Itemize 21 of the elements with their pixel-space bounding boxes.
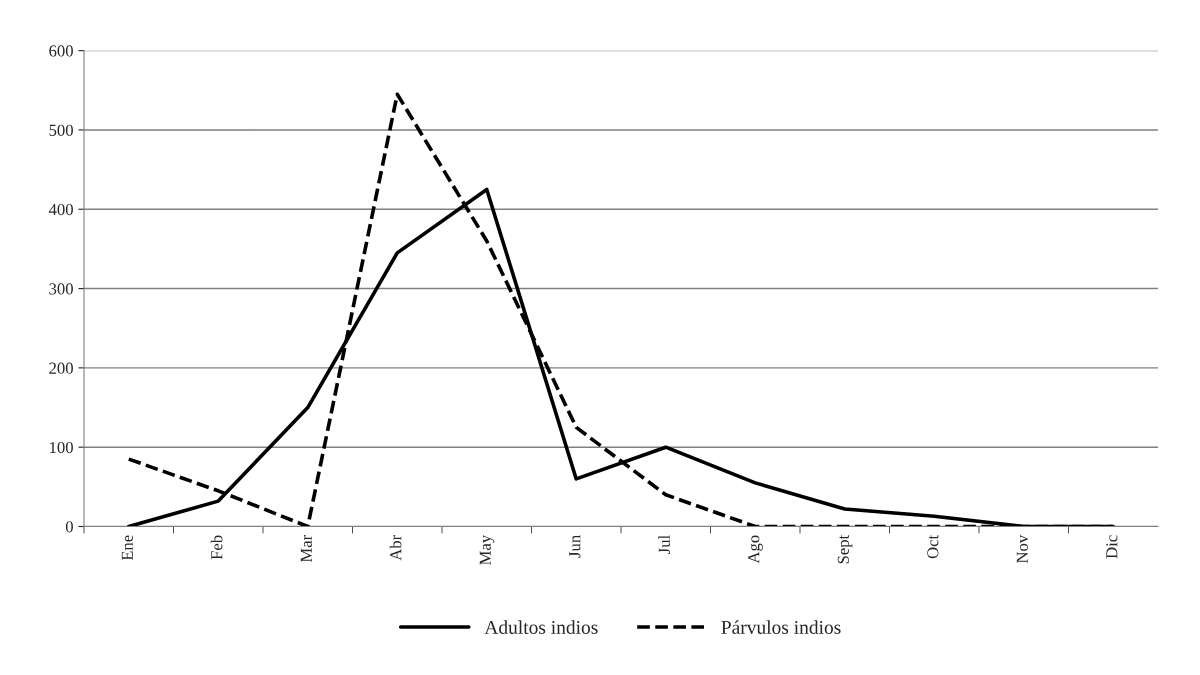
x-tick-label: Sept — [837, 534, 853, 564]
legend-label: Párvulos indios — [721, 620, 841, 634]
x-tick-label: Ago — [748, 535, 763, 564]
y-tick-label: 400 — [48, 203, 73, 216]
x-tick-label: Dic — [1106, 535, 1118, 559]
y-tick-label: 600 — [49, 45, 73, 57]
x-tick-label: Jul — [658, 535, 670, 554]
x-tick-label: Nov — [1016, 534, 1028, 564]
y-tick-label: 200 — [49, 362, 73, 374]
x-tick-label: Abr — [389, 534, 402, 561]
x-tick-label: Oct — [927, 534, 939, 559]
y-tick-label: 0 — [65, 521, 73, 533]
x-tick-label: Ene — [121, 535, 133, 561]
x-tick-label: Jun — [569, 535, 581, 558]
y-tick-label: 300 — [49, 283, 73, 295]
x-tick-label: Feb — [210, 535, 223, 560]
x-tick-label: May — [479, 534, 495, 565]
y-tick-label: 100 — [50, 441, 73, 454]
x-tick-label: Mar — [300, 534, 312, 563]
y-tick-label: 500 — [49, 124, 73, 136]
legend-label: Adultos indios — [484, 620, 598, 634]
